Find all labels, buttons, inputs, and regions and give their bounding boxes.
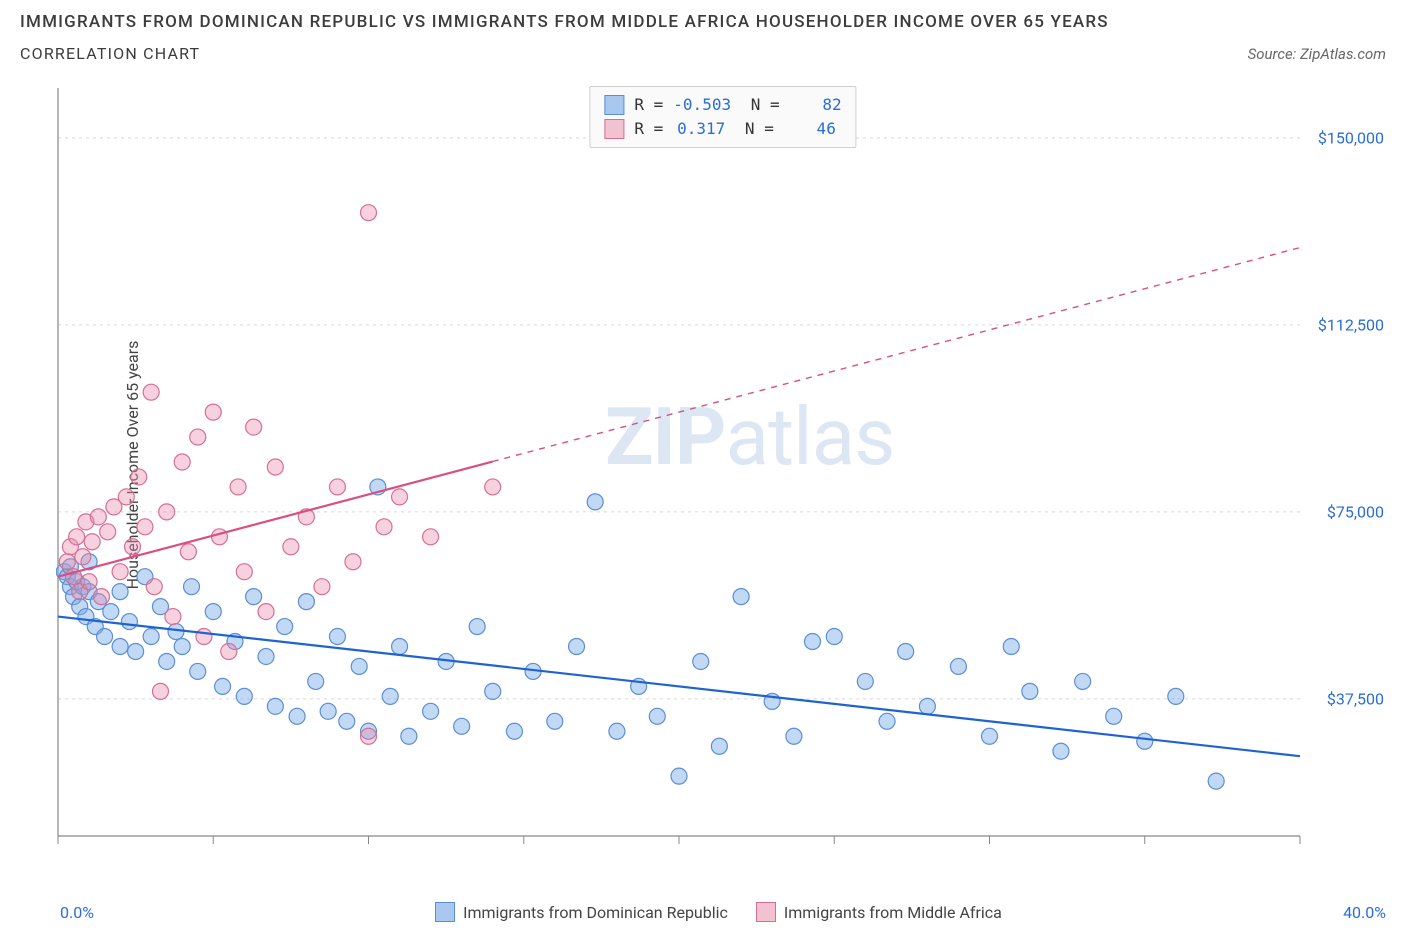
r-value-dominican: -0.503 — [673, 93, 731, 117]
y-tick-label: $37,500 — [1327, 689, 1384, 708]
y-tick-label: $150,000 — [1318, 128, 1384, 147]
source-label: Source: — [1248, 45, 1297, 63]
x-axis-min-label: 0.0% — [60, 903, 94, 922]
series-legend: Immigrants from Dominican Republic Immig… — [435, 902, 1002, 922]
correlation-row: R = 0.317 N = 46 — [604, 117, 841, 141]
legend-swatch-middle-africa — [604, 119, 624, 139]
source-value: ZipAtlas.com — [1300, 45, 1386, 63]
y-tick-label: $75,000 — [1327, 502, 1384, 521]
legend-swatch-dominican — [604, 95, 624, 115]
x-axis-max-label: 40.0% — [1343, 903, 1386, 922]
n-value-middle-africa: 46 — [784, 117, 836, 141]
correlation-row: R = -0.503 N = 82 — [604, 93, 841, 117]
series-name-middle-africa: Immigrants from Middle Africa — [784, 903, 1002, 922]
r-label: R = — [634, 93, 663, 117]
chart-subtitle: CORRELATION CHART — [20, 44, 200, 63]
series-legend-item: Immigrants from Middle Africa — [756, 902, 1002, 922]
source-attribution: Source: ZipAtlas.com — [1248, 45, 1386, 63]
n-value-dominican: 82 — [790, 93, 842, 117]
r-value-middle-africa: 0.317 — [673, 117, 725, 141]
n-label: N = — [741, 93, 780, 117]
legend-swatch-dominican — [435, 902, 455, 922]
r-label: R = — [634, 117, 663, 141]
scatter-plot — [56, 86, 1390, 866]
series-legend-item: Immigrants from Dominican Republic — [435, 902, 728, 922]
legend-swatch-middle-africa — [756, 902, 776, 922]
y-tick-label: $112,500 — [1318, 315, 1384, 334]
n-label: N = — [735, 117, 774, 141]
series-name-dominican: Immigrants from Dominican Republic — [463, 903, 728, 922]
bottom-legend-bar: 0.0% Immigrants from Dominican Republic … — [56, 898, 1390, 926]
correlation-legend: R = -0.503 N = 82 R = 0.317 N = 46 — [589, 86, 856, 148]
chart-title: IMMIGRANTS FROM DOMINICAN REPUBLIC VS IM… — [20, 12, 1386, 32]
chart-area: R = -0.503 N = 82 R = 0.317 N = 46 ZIPat… — [56, 86, 1390, 866]
